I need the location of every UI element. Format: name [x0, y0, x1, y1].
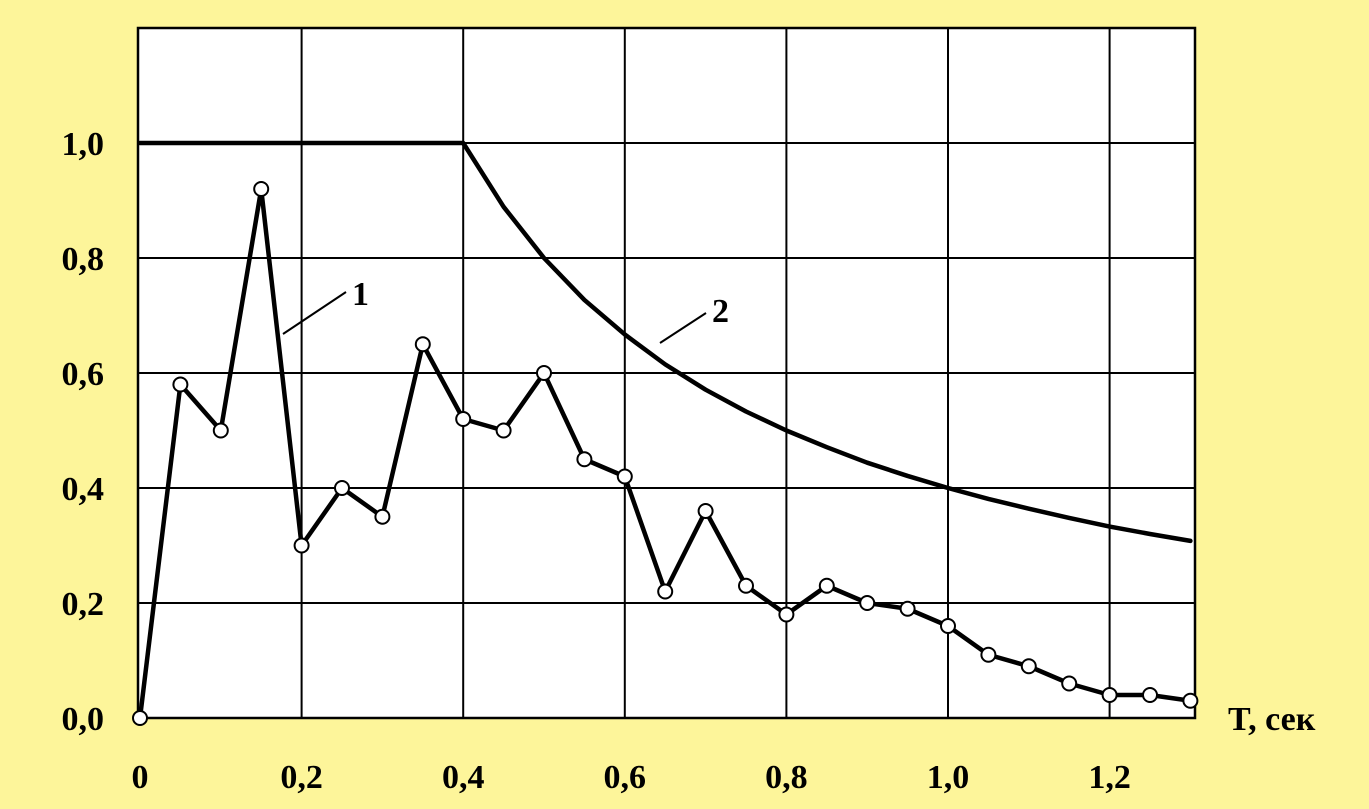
- series-1-point: [818, 577, 835, 594]
- series-2-leader: [659, 312, 707, 344]
- series-1-label: 1: [352, 276, 369, 313]
- series-1-point: [1142, 687, 1158, 703]
- x-tick-label: 0: [132, 759, 149, 796]
- series-1-point: [576, 451, 593, 468]
- x-axis-label: T, сек: [1228, 701, 1316, 738]
- series-1-point: [455, 411, 472, 427]
- y-tick-label: 0,4: [62, 471, 105, 508]
- series-1-point: [132, 710, 148, 726]
- series-1-leader: [282, 291, 347, 335]
- series-1-point: [980, 646, 997, 663]
- series-2-line: [137, 140, 1193, 544]
- plot-frame: [136, 26, 1197, 720]
- y-tick-label: 0,6: [62, 356, 105, 393]
- x-tick-label: 0,8: [765, 759, 808, 796]
- y-tick-label: 0,0: [62, 701, 105, 738]
- x-tick-labels: 0 0,2 0,4 0,6 0,8 1,0 1,2: [132, 759, 1131, 796]
- plot-border: [136, 26, 1197, 720]
- x-tick-label: 1,2: [1088, 759, 1131, 796]
- series-1-point: [899, 600, 916, 617]
- series-1-point: [495, 422, 512, 439]
- x-tick-label: 1,0: [927, 759, 970, 796]
- series-1-point: [172, 376, 189, 393]
- series-1-point: [697, 503, 714, 519]
- series-1-point: [334, 480, 350, 496]
- series-1-point: [1101, 687, 1118, 703]
- series-1-point: [536, 365, 552, 381]
- series-1-point: [374, 508, 391, 525]
- series-1-point: [1020, 658, 1037, 675]
- series-1-point: [253, 181, 270, 197]
- x-tick-label: 0,4: [442, 759, 485, 796]
- series-2-label: 2: [712, 293, 729, 330]
- series-1-point: [414, 336, 431, 353]
- x-tick-label: 0,6: [604, 759, 647, 796]
- x-tick-label: 0,2: [280, 759, 323, 796]
- series-1-point: [616, 468, 633, 485]
- series-1-point: [212, 422, 229, 439]
- series-1-point: [1182, 692, 1199, 709]
- y-tick-label: 0,2: [62, 586, 105, 623]
- series-1-point: [778, 606, 795, 623]
- series-1-point: [293, 537, 310, 554]
- y-tick-label: 0,8: [62, 241, 105, 278]
- series-1-point: [940, 618, 956, 634]
- series-1-point: [1061, 675, 1078, 692]
- grid: [138, 28, 1195, 718]
- y-tick-label: 1,0: [62, 126, 105, 163]
- series-1-point: [738, 577, 754, 594]
- series-1-point: [859, 595, 876, 611]
- y-tick-labels: 0,0 0,2 0,4 0,6 0,8 1,0: [62, 126, 105, 738]
- series-1-point: [657, 583, 674, 600]
